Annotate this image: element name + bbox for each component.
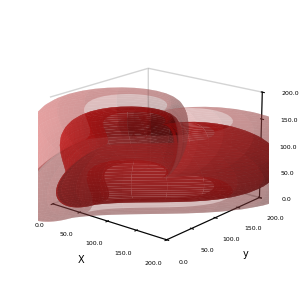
X-axis label: X: X [78,255,85,265]
Y-axis label: y: y [243,249,249,259]
